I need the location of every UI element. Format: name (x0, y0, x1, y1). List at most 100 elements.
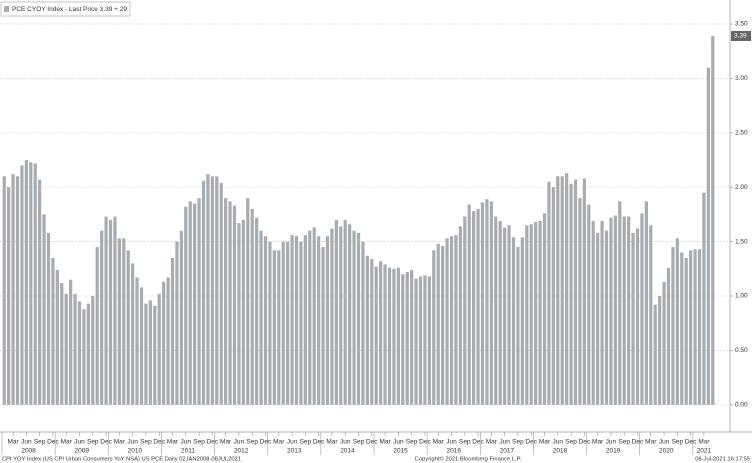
bar (697, 249, 702, 405)
bar (7, 187, 11, 405)
bar (436, 243, 440, 405)
bar (135, 277, 139, 405)
bar (104, 216, 108, 405)
bar (144, 303, 148, 405)
bar (29, 162, 33, 405)
bar (649, 225, 653, 405)
bar (139, 287, 144, 405)
x-tick-label: Dec (419, 439, 431, 446)
bar (489, 201, 493, 405)
bar (445, 238, 449, 405)
x-tick-label: Sep (672, 439, 684, 446)
bar (290, 235, 294, 405)
bar (680, 252, 684, 405)
bar (250, 208, 254, 405)
bar (374, 266, 378, 405)
bar (472, 211, 476, 405)
footer-center: Copyright© 2021 Bloomberg Finance L.P. (415, 456, 522, 463)
bar (662, 281, 666, 405)
x-tick-label: Dec (525, 439, 537, 446)
bar (684, 257, 688, 405)
bar (410, 269, 414, 405)
bar (387, 267, 392, 405)
bar (219, 182, 223, 405)
x-tick-label: Mar (486, 439, 498, 446)
bar (463, 216, 467, 405)
year-label: 2020 (659, 448, 674, 455)
bar (379, 261, 383, 405)
bar (215, 176, 219, 405)
bar (246, 198, 250, 405)
bar (551, 187, 555, 405)
year-label: 2017 (500, 448, 515, 455)
bar (69, 279, 73, 405)
x-tick-label: Jun (499, 439, 510, 446)
bar (11, 174, 15, 405)
x-tick-label: Jun (393, 439, 404, 446)
bar (55, 269, 59, 405)
bar (108, 219, 113, 405)
bar (396, 267, 400, 405)
x-tick-label: Mar (539, 439, 551, 446)
bar (42, 214, 46, 405)
bar (356, 232, 361, 405)
bar (613, 215, 617, 405)
bar (148, 300, 152, 405)
bar (565, 173, 569, 405)
x-tick-label: Jun (21, 439, 32, 446)
x-tick-label: Dec (100, 439, 112, 446)
x-tick-label: Sep (87, 439, 99, 446)
x-tick-label: Dec (260, 439, 272, 446)
last-price-tag (731, 30, 751, 41)
bar (658, 296, 662, 405)
bar (15, 176, 20, 405)
bar (321, 247, 325, 405)
bar (330, 228, 334, 405)
bar (538, 220, 542, 405)
bar (644, 201, 648, 405)
x-tick-label: Jun (287, 439, 298, 446)
x-tick-label: Sep (140, 439, 152, 446)
bar (303, 235, 307, 405)
year-label: 2016 (446, 448, 461, 455)
bar (170, 257, 175, 405)
bar (507, 225, 511, 405)
bar (259, 230, 263, 405)
y-tick-label: 3.00 (735, 75, 748, 82)
bar (131, 263, 135, 405)
footer-right: 08-Jul-2021 16:17:55 (695, 457, 750, 463)
bar (51, 257, 55, 405)
year-label: 2019 (606, 448, 621, 455)
bar (569, 183, 573, 405)
legend-text: PCE CYOY Index - Last Price 3.39 +.29 (12, 6, 127, 13)
x-tick-label: Mar (592, 439, 604, 446)
bar (622, 216, 626, 405)
bar (64, 293, 68, 405)
bar (339, 226, 343, 405)
x-tick-label: Mar (220, 439, 232, 446)
bar (414, 278, 418, 405)
bar (312, 227, 316, 405)
bar (556, 176, 560, 405)
x-tick-label: Dec (366, 439, 378, 446)
bar (627, 216, 631, 405)
bar (166, 277, 170, 405)
x-tick-label: Jun (234, 439, 245, 446)
bar (95, 247, 99, 405)
bar (591, 220, 595, 405)
bar (188, 201, 192, 405)
bar (449, 236, 454, 405)
bar (441, 245, 445, 405)
bar (348, 224, 352, 405)
bar (286, 241, 290, 405)
bar (20, 165, 24, 405)
bar (467, 204, 471, 405)
bar (604, 230, 609, 405)
x-tick-label: Dec (632, 439, 644, 446)
bar (157, 293, 161, 405)
bar (126, 250, 130, 405)
x-tick-label: Dec (472, 439, 484, 446)
bar (277, 250, 281, 405)
bar (334, 219, 338, 405)
bar (370, 259, 374, 405)
